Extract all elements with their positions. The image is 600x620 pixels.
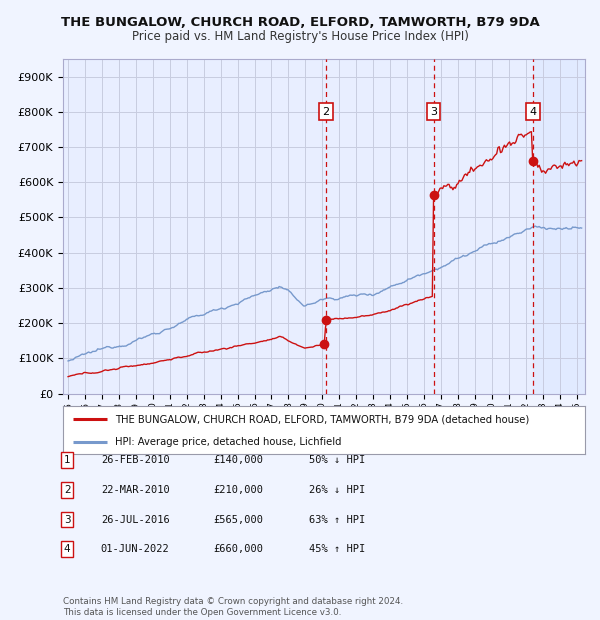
Bar (533, 59, 593, 394)
Text: THE BUNGALOW, CHURCH ROAD, ELFORD, TAMWORTH, B79 9DA (detached house): THE BUNGALOW, CHURCH ROAD, ELFORD, TAMWO… (115, 414, 529, 425)
Text: 63% ↑ HPI: 63% ↑ HPI (309, 515, 365, 525)
Text: 01-JUN-2022: 01-JUN-2022 (101, 544, 170, 554)
Text: 2: 2 (322, 107, 329, 117)
Text: 4: 4 (64, 544, 71, 554)
Text: 26% ↓ HPI: 26% ↓ HPI (309, 485, 365, 495)
Text: HPI: Average price, detached house, Lichfield: HPI: Average price, detached house, Lich… (115, 437, 342, 447)
Text: 50% ↓ HPI: 50% ↓ HPI (309, 455, 365, 465)
Text: £565,000: £565,000 (213, 515, 263, 525)
Text: 3: 3 (64, 515, 71, 525)
Text: 3: 3 (430, 107, 437, 117)
Text: Contains HM Land Registry data © Crown copyright and database right 2024.
This d: Contains HM Land Registry data © Crown c… (63, 598, 403, 617)
Text: 2: 2 (64, 485, 71, 495)
Text: 4: 4 (529, 107, 536, 117)
Text: 22-MAR-2010: 22-MAR-2010 (101, 485, 170, 495)
Text: £210,000: £210,000 (213, 485, 263, 495)
Text: 45% ↑ HPI: 45% ↑ HPI (309, 544, 365, 554)
Text: Price paid vs. HM Land Registry's House Price Index (HPI): Price paid vs. HM Land Registry's House … (131, 30, 469, 43)
Text: 26-FEB-2010: 26-FEB-2010 (101, 455, 170, 465)
Text: 1: 1 (64, 455, 71, 465)
Text: £140,000: £140,000 (213, 455, 263, 465)
Text: 26-JUL-2016: 26-JUL-2016 (101, 515, 170, 525)
Text: THE BUNGALOW, CHURCH ROAD, ELFORD, TAMWORTH, B79 9DA: THE BUNGALOW, CHURCH ROAD, ELFORD, TAMWO… (61, 16, 539, 29)
Text: £660,000: £660,000 (213, 544, 263, 554)
